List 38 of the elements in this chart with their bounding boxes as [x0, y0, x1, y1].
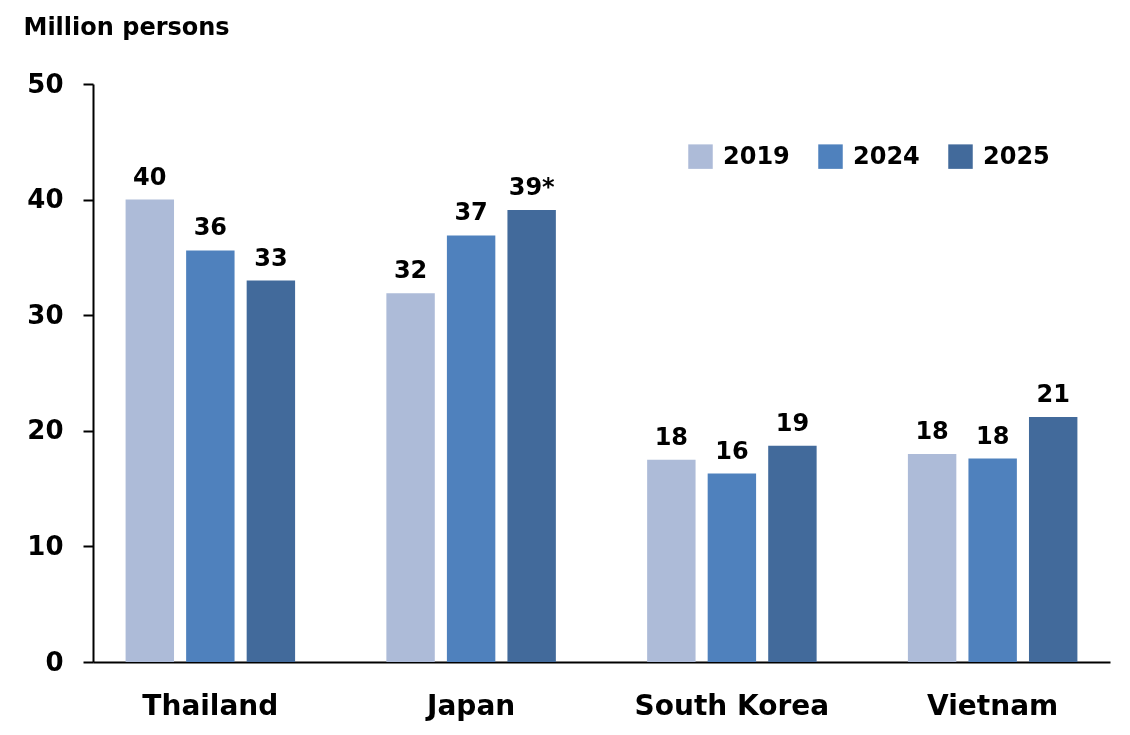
- legend-label: 2019: [723, 141, 790, 170]
- bar: [246, 280, 296, 662]
- y-tick-label: 20: [27, 415, 64, 446]
- x-tick-label: Japan: [425, 688, 516, 722]
- x-tick-label: Vietnam: [927, 688, 1059, 722]
- bar: [186, 250, 235, 662]
- y-tick-label: 30: [27, 299, 64, 330]
- legend-label: 2024: [853, 141, 920, 170]
- bar: [446, 235, 496, 662]
- legend-label: 2025: [983, 141, 1050, 170]
- data-label: 33: [254, 243, 288, 272]
- y-tick-label: 40: [27, 184, 64, 215]
- y-tick-label: 10: [27, 530, 64, 561]
- bar: [125, 199, 175, 662]
- y-axis-title: Million persons: [23, 12, 230, 41]
- data-label: 36: [193, 213, 228, 242]
- data-label: 19: [775, 408, 810, 437]
- x-tick-label: South Korea: [634, 688, 830, 722]
- data-label: 16: [715, 436, 749, 465]
- x-tick-label: Thailand: [142, 688, 279, 722]
- y-tick-label: 0: [45, 646, 64, 677]
- bar: [907, 453, 957, 662]
- data-label: 18: [654, 422, 689, 451]
- data-label: 39*: [508, 173, 556, 201]
- bar: [707, 473, 757, 662]
- data-label: 32: [393, 256, 428, 285]
- bar: [386, 293, 435, 662]
- bar: [768, 445, 817, 662]
- data-label: 40: [133, 162, 167, 191]
- data-label: 21: [1036, 379, 1070, 408]
- bar: [647, 459, 696, 662]
- bar: [968, 458, 1017, 662]
- data-label: 18: [915, 416, 949, 445]
- data-label: 18: [975, 421, 1010, 450]
- data-label: 37: [454, 198, 488, 227]
- bar: [507, 210, 556, 662]
- bar: [1028, 416, 1078, 662]
- y-tick-label: 50: [27, 68, 64, 99]
